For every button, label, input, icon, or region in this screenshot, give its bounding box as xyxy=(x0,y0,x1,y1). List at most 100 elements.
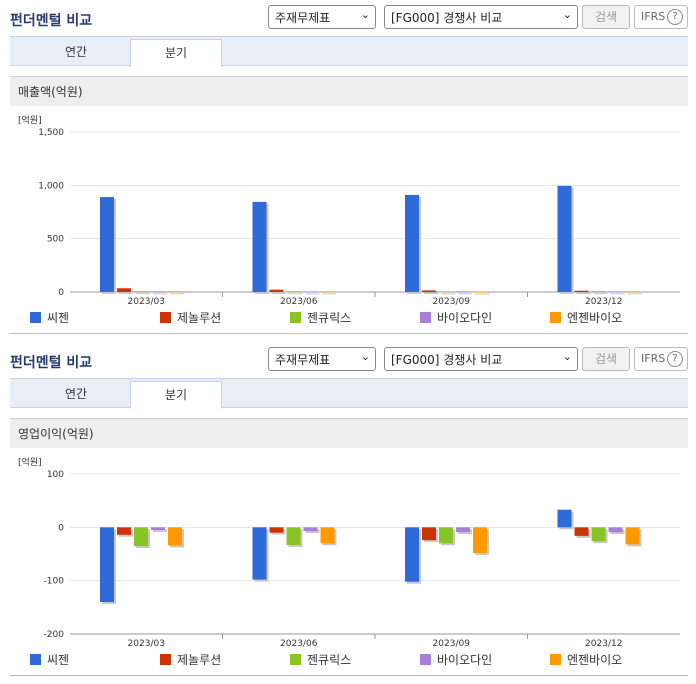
legend-item[interactable]: 씨젠 xyxy=(30,652,69,668)
unit-label: [억원] xyxy=(18,456,42,468)
statement-select[interactable]: 주재무제표 ⌄ xyxy=(268,347,376,371)
section-title: 매출액(억원) xyxy=(10,76,688,106)
comparison-select-value: [FG000] 경쟁사 비교 xyxy=(391,11,503,25)
x-tick-label: 2023/06 xyxy=(280,639,318,649)
ifrs-label: IFRS xyxy=(641,10,666,23)
bar xyxy=(557,509,572,528)
legend-swatch xyxy=(30,312,41,323)
comparison-select-value: [FG000] 경쟁사 비교 xyxy=(391,353,503,367)
y-tick-label: 100 xyxy=(47,470,64,480)
section-title: 영업이익(억원) xyxy=(10,418,688,448)
legend-item[interactable]: 제놀루션 xyxy=(160,310,221,326)
legend-item[interactable]: 젠큐릭스 xyxy=(290,652,351,668)
tab-annual[interactable]: 연간 xyxy=(64,45,88,59)
legend-item[interactable]: 엔젠바이오 xyxy=(550,652,622,668)
y-tick-label: 500 xyxy=(47,235,64,245)
statement-select-value: 주재무제표 xyxy=(275,353,331,367)
bar xyxy=(100,527,114,602)
legend-label: 씨젠 xyxy=(47,311,70,325)
bar-shadow xyxy=(271,291,286,294)
bar xyxy=(117,288,131,292)
bar xyxy=(473,527,487,553)
bar xyxy=(269,289,284,292)
x-tick-label: 2023/12 xyxy=(585,639,622,649)
x-tick-label: 2023/03 xyxy=(128,297,165,307)
bar-shadow xyxy=(305,529,320,534)
legend-label: 엔젠바이오 xyxy=(567,311,623,325)
bar xyxy=(557,185,572,292)
x-tick-label: 2023/09 xyxy=(433,639,471,649)
legend-item[interactable]: 씨젠 xyxy=(30,310,69,326)
legend-item[interactable]: 제놀루션 xyxy=(160,652,221,668)
chevron-down-icon: ⌄ xyxy=(360,8,370,21)
statement-select[interactable]: 주재무제표 ⌄ xyxy=(268,5,376,29)
legend-swatch xyxy=(550,654,561,665)
bar-shadow xyxy=(119,290,133,294)
tab-quarterly[interactable]: 분기 xyxy=(130,39,222,67)
divider xyxy=(10,333,688,334)
legend-item[interactable]: 젠큐릭스 xyxy=(290,310,351,326)
bar xyxy=(456,527,470,533)
legend-swatch xyxy=(160,654,171,665)
legend-item[interactable]: 엔젠바이오 xyxy=(550,310,622,326)
chart-legend: 씨젠 제놀루션 젠큐릭스 바이오다인 엔젠바이오 xyxy=(30,310,680,326)
bar-shadow xyxy=(593,293,608,295)
y-tick-label: 0 xyxy=(58,288,64,298)
search-button[interactable]: 검색 xyxy=(582,5,630,29)
legend-swatch xyxy=(160,312,171,323)
chevron-down-icon: ⌄ xyxy=(360,350,370,363)
unit-label: [억원] xyxy=(18,114,42,126)
bar xyxy=(286,291,301,293)
bar-shadow xyxy=(322,293,337,295)
x-tick-label: 2023/12 xyxy=(585,297,622,307)
bar xyxy=(608,527,623,533)
legend-label: 씨젠 xyxy=(47,653,70,667)
bar-shadow xyxy=(424,292,438,294)
ifrs-help-button[interactable]: IFRS ? xyxy=(634,5,688,29)
bar xyxy=(405,194,419,292)
y-tick-label: 1,000 xyxy=(38,181,64,191)
bar xyxy=(269,527,284,533)
bar xyxy=(439,291,453,293)
legend-label: 제놀루션 xyxy=(177,311,222,325)
comparison-select[interactable]: [FG000] 경쟁사 비교 ⌄ xyxy=(384,5,578,29)
operating-profit-chart: [억원] -200 -100 0 100 2023/03 2023/06 2023/09 202… xyxy=(18,456,680,649)
chevron-down-icon: ⌄ xyxy=(562,8,572,21)
bar-shadow xyxy=(458,293,472,295)
bar xyxy=(134,291,148,293)
legend-swatch xyxy=(290,654,301,665)
x-tick-label: 2023/06 xyxy=(280,297,318,307)
bar xyxy=(456,291,470,293)
legend-item[interactable]: 바이오다인 xyxy=(420,310,492,326)
bar-shadow xyxy=(288,293,303,295)
period-tabs: 연간 분기 xyxy=(10,36,688,67)
bar-shadow xyxy=(610,293,625,295)
y-tick-label: 1,500 xyxy=(38,128,64,138)
bar xyxy=(591,291,606,293)
legend-label: 엔젠바이오 xyxy=(567,653,623,667)
legend-item[interactable]: 바이오다인 xyxy=(420,652,492,668)
bar xyxy=(574,527,589,536)
bar-shadow xyxy=(441,293,455,295)
legend-label: 젠큐릭스 xyxy=(307,653,352,667)
legend-swatch xyxy=(420,654,431,665)
tab-annual[interactable]: 연간 xyxy=(64,387,88,401)
bar xyxy=(117,527,131,535)
bar xyxy=(473,291,487,293)
bar xyxy=(252,527,267,580)
y-tick-label: -200 xyxy=(44,630,65,640)
ifrs-help-button[interactable]: IFRS ? xyxy=(634,347,688,371)
tab-quarterly[interactable]: 분기 xyxy=(130,381,222,409)
bar xyxy=(252,201,267,292)
bar xyxy=(134,527,148,546)
bar xyxy=(320,527,335,544)
search-button[interactable]: 검색 xyxy=(582,347,630,371)
period-tabs: 연간 분기 xyxy=(10,378,688,409)
bar-shadow xyxy=(576,292,591,294)
bar xyxy=(591,527,606,542)
bar xyxy=(286,527,301,545)
bar-shadow xyxy=(305,293,320,295)
help-icon: ? xyxy=(667,9,683,25)
y-tick-label: -100 xyxy=(44,577,65,587)
comparison-select[interactable]: [FG000] 경쟁사 비교 ⌄ xyxy=(384,347,578,371)
